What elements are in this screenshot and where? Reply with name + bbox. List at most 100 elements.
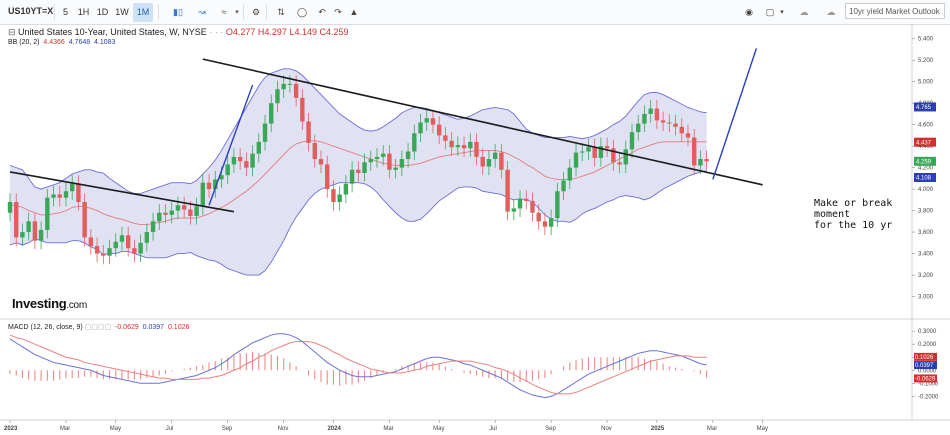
candle-body: [517, 198, 523, 209]
bb-mid-value: 4.4366: [43, 39, 65, 46]
svg-text:-0.0629: -0.0629: [915, 376, 936, 382]
candle-body: [611, 148, 616, 163]
candle-body: [381, 153, 386, 157]
candle-body: [82, 202, 87, 238]
alert-icon[interactable]: ◯: [296, 7, 308, 17]
candle-body: [231, 156, 237, 165]
x-tick-label: Sep: [222, 426, 233, 432]
candle-body: [88, 237, 94, 247]
candle-body: [20, 232, 25, 238]
candle-body: [45, 197, 50, 230]
camera-icon[interactable]: ◉: [745, 7, 753, 17]
header-dots[interactable]: · · ·: [209, 27, 224, 37]
candle-body: [685, 133, 691, 138]
up-arrow-icon[interactable]: ▲: [349, 7, 359, 17]
candle-body: [468, 141, 473, 149]
candle-body: [698, 159, 703, 166]
y-tick-label: 3.600: [918, 230, 934, 236]
candle-body: [654, 108, 660, 121]
candle-body: [598, 146, 604, 158]
gear-icon[interactable]: ⚙: [251, 7, 261, 17]
candle-body: [418, 122, 423, 134]
x-tick-label: Sep: [545, 426, 556, 432]
candle-body: [163, 212, 168, 215]
toolbar-divider: [158, 4, 159, 20]
candle-body: [362, 162, 367, 173]
ticker-symbol[interactable]: US10YT=X: [8, 6, 54, 16]
layout-icon[interactable]: ▢: [765, 7, 775, 17]
candles-icon[interactable]: ▮▯: [173, 7, 183, 17]
line-chart-icon[interactable]: ↝: [198, 7, 206, 17]
candle-body: [57, 194, 62, 198]
candle-body: [642, 113, 647, 124]
candle-body: [14, 202, 19, 238]
breakout-line: [712, 48, 758, 180]
layout-name-field[interactable]: 10yr yield Market Outlook: [845, 3, 945, 19]
macd-value-tag: 0.0397: [914, 361, 937, 370]
macd-value-tag: 0.1026: [914, 352, 937, 361]
candle-body: [200, 182, 206, 207]
indicators-icon[interactable]: ≈: [221, 7, 227, 17]
chevron-down-icon[interactable]: ▾: [235, 9, 239, 16]
candle-body: [505, 169, 510, 212]
interval-5-button[interactable]: 5: [62, 7, 68, 17]
collapse-icon[interactable]: ⊟: [8, 27, 19, 37]
chevron-down-icon[interactable]: ▾: [780, 9, 784, 16]
cloud-save-icon[interactable]: ☁: [799, 7, 809, 17]
candle-body: [393, 167, 398, 170]
toolbar-divider: [54, 4, 55, 20]
candle-body: [449, 140, 454, 148]
undo-icon[interactable]: ↶: [318, 7, 326, 17]
trendline: [9, 171, 235, 213]
candle-body: [51, 194, 56, 198]
candle-body: [331, 189, 336, 202]
bollinger-upper-line: [9, 68, 707, 194]
interval-1m-button[interactable]: 1M: [133, 3, 153, 22]
candle-body: [293, 83, 299, 98]
candle-body: [63, 191, 69, 198]
candle-body: [181, 205, 187, 210]
candle-body: [337, 194, 342, 202]
candle-body: [443, 135, 448, 141]
bollinger-middle-line: [10, 140, 707, 226]
candle-body: [399, 159, 405, 168]
candle-body: [349, 169, 355, 184]
candle-body: [306, 121, 311, 143]
bollinger-lower-line: [9, 170, 707, 276]
candle-body: [213, 179, 218, 190]
candle-body: [461, 145, 467, 149]
interval-1h-button[interactable]: 1H: [77, 7, 90, 17]
y-tick-label: 3.400: [918, 252, 934, 258]
chart-header: ⊟ United States 10-Year, United States, …: [8, 27, 349, 38]
toolbar: US10YT=X 5 1H 1D 1W 1M ▮▯ ↝ ≈ ▾ ⚙ ⇅ ◯ ↶ …: [0, 0, 950, 25]
x-tick-label: Jul: [166, 426, 174, 432]
candle-body: [125, 235, 131, 249]
candle-body: [244, 161, 249, 168]
macd-y-tick-label: 0.0000: [918, 368, 937, 374]
svg-text:4.259: 4.259: [916, 159, 932, 165]
annotation-line: moment: [814, 209, 851, 220]
candle-body: [169, 210, 174, 215]
macd-settings-icons[interactable]: ▢▢▢▢: [84, 324, 112, 331]
breakout-line: [208, 84, 254, 206]
candle-body: [287, 83, 293, 85]
candle-body: [312, 142, 317, 160]
compare-icon[interactable]: ⇅: [277, 7, 285, 17]
candle-body: [592, 147, 597, 158]
interval-1w-button[interactable]: 1W: [115, 7, 129, 17]
candle-body: [412, 133, 417, 152]
macd-y-tick-label: -0.2000: [918, 394, 939, 400]
candle-body: [188, 209, 193, 216]
candle-body: [150, 221, 156, 233]
macd-signal-value: 0.1026: [167, 324, 190, 331]
interval-1d-button[interactable]: 1D: [96, 7, 109, 17]
x-tick-label: 2024: [327, 426, 341, 432]
redo-icon[interactable]: ↷: [334, 7, 342, 17]
x-tick-label: May: [433, 426, 444, 432]
trendline: [202, 58, 763, 186]
candle-body: [275, 89, 280, 104]
candle-body: [524, 198, 529, 201]
candle-body: [623, 149, 628, 165]
cloud-load-icon[interactable]: ☁: [826, 7, 836, 17]
